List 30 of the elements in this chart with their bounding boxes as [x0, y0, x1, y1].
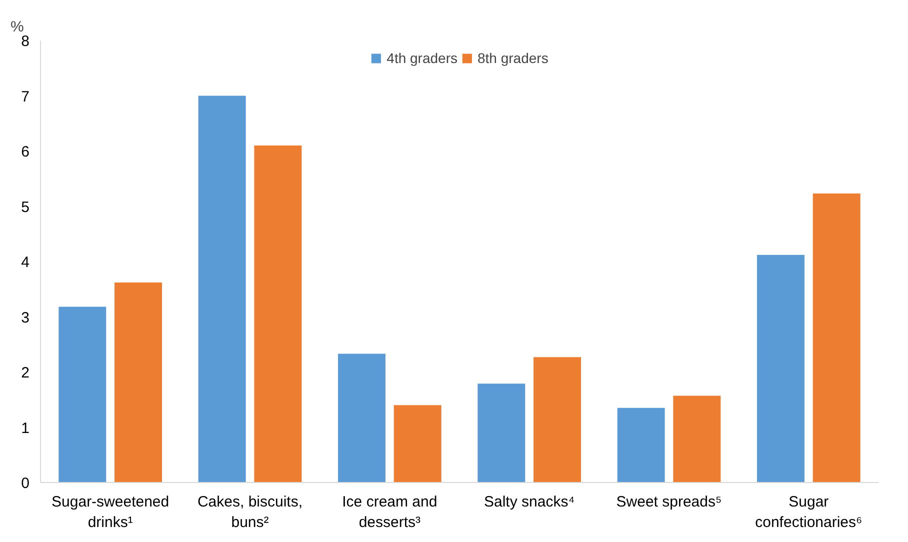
y-tick-label: 2	[21, 364, 30, 382]
y-tick-label: 1	[21, 420, 30, 437]
bar	[478, 384, 526, 482]
x-tick-label: Salty snacks⁴	[484, 494, 575, 510]
bar	[198, 96, 246, 482]
x-tick-label: Sweet spreads⁵	[616, 494, 722, 510]
bar	[58, 306, 106, 482]
y-tick-label: 8	[21, 33, 30, 50]
bar	[534, 357, 582, 482]
bar	[394, 405, 442, 482]
bar	[254, 145, 302, 482]
y-tick-label: 0	[21, 475, 30, 492]
bar	[756, 254, 804, 482]
legend-label: 4th graders	[386, 50, 458, 66]
bar	[673, 396, 721, 482]
legend-label: 8th graders	[478, 50, 548, 66]
bar	[617, 408, 665, 482]
y-tick-label: 4	[21, 254, 30, 271]
y-tick-label: 3	[21, 309, 30, 326]
y-tick-label: 7	[21, 88, 30, 106]
x-tick-label: Sugar confectionaries⁶	[755, 494, 862, 531]
y-tick-label: 5	[21, 198, 30, 216]
bar	[812, 194, 860, 482]
x-tick-label: Sugar-sweetened drinks¹	[52, 494, 170, 531]
x-tick-label: Cakes, biscuits, buns²	[197, 494, 303, 531]
bar	[338, 354, 386, 482]
y-tick-label: 6	[21, 144, 30, 160]
x-tick-label: Ice cream and desserts³	[342, 494, 438, 531]
y-axis-title: %	[10, 18, 24, 36]
bar	[114, 282, 162, 482]
